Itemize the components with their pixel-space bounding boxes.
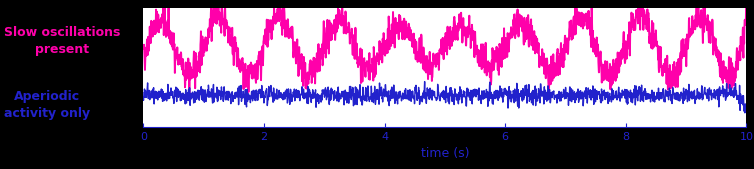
Text: Aperiodic
activity only: Aperiodic activity only: [4, 90, 90, 120]
Text: Slow oscillations
present: Slow oscillations present: [4, 26, 120, 56]
X-axis label: time (s): time (s): [421, 147, 469, 160]
